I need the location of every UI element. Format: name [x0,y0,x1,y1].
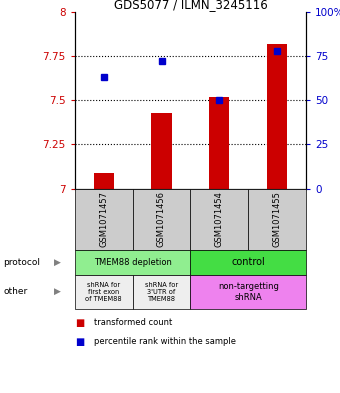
Text: GSM1071455: GSM1071455 [273,191,282,247]
Bar [209,97,230,189]
Text: GSM1071456: GSM1071456 [157,191,166,247]
Bar [267,44,287,189]
Text: ▶: ▶ [54,258,61,267]
Text: ■: ■ [75,318,84,328]
Text: GSM1071454: GSM1071454 [215,191,224,247]
Text: shRNA for
first exon
of TMEM88: shRNA for first exon of TMEM88 [85,282,122,302]
Text: TMEM88 depletion: TMEM88 depletion [94,258,172,267]
Text: GSM1071457: GSM1071457 [99,191,108,247]
Text: other: other [3,287,28,296]
Text: shRNA for
3'UTR of
TMEM88: shRNA for 3'UTR of TMEM88 [145,282,178,302]
Text: control: control [231,257,265,267]
Bar [151,112,172,189]
Text: ■: ■ [75,337,84,347]
Bar [94,173,114,189]
Text: protocol: protocol [3,258,40,267]
Title: GDS5077 / ILMN_3245116: GDS5077 / ILMN_3245116 [114,0,267,11]
Text: percentile rank within the sample: percentile rank within the sample [94,337,236,346]
Text: transformed count: transformed count [94,318,172,327]
Text: ▶: ▶ [54,287,61,296]
Text: non-targetting
shRNA: non-targetting shRNA [218,282,279,301]
